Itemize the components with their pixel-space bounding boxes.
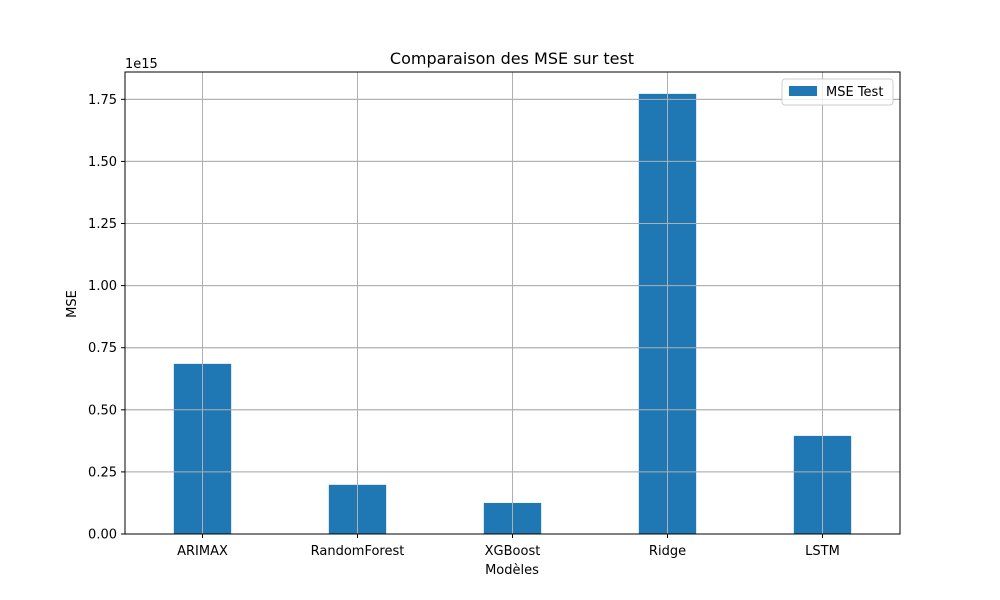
x-axis-label: Modèles <box>485 563 539 578</box>
y-axis-ticks: 0.00 0.25 0.50 0.75 1.00 1.25 1.50 1.75 <box>88 93 125 543</box>
x-tick-label: XGBoost <box>485 544 541 559</box>
y-axis-label: MSE <box>65 290 80 318</box>
legend-box <box>781 78 894 106</box>
y-tick-label: 0.75 <box>88 341 117 356</box>
x-tick-label: ARIMAX <box>177 544 228 559</box>
legend-label: MSE Test <box>826 85 883 100</box>
y-tick-label: 0.50 <box>88 403 117 418</box>
y-tick-label: 1.00 <box>88 279 117 294</box>
y-tick-label: 0.25 <box>88 465 117 480</box>
y-tick-label: 1.25 <box>88 217 117 232</box>
y-axis-offset-text: 1e15 <box>125 57 158 72</box>
legend: MSE Test <box>781 78 894 106</box>
x-axis-ticks: ARIMAX RandomForest XGBoost Ridge LSTM <box>177 534 840 559</box>
y-tick-label: 1.50 <box>88 155 117 170</box>
y-tick-label: 0.00 <box>88 528 117 543</box>
y-tick-label: 1.75 <box>88 93 117 108</box>
x-tick-label: RandomForest <box>311 544 405 559</box>
bars <box>125 72 900 535</box>
legend-swatch <box>789 86 817 96</box>
chart-title: Comparaison des MSE sur test <box>390 49 634 68</box>
x-tick-label: Ridge <box>649 544 686 559</box>
x-tick-label: LSTM <box>805 544 840 559</box>
